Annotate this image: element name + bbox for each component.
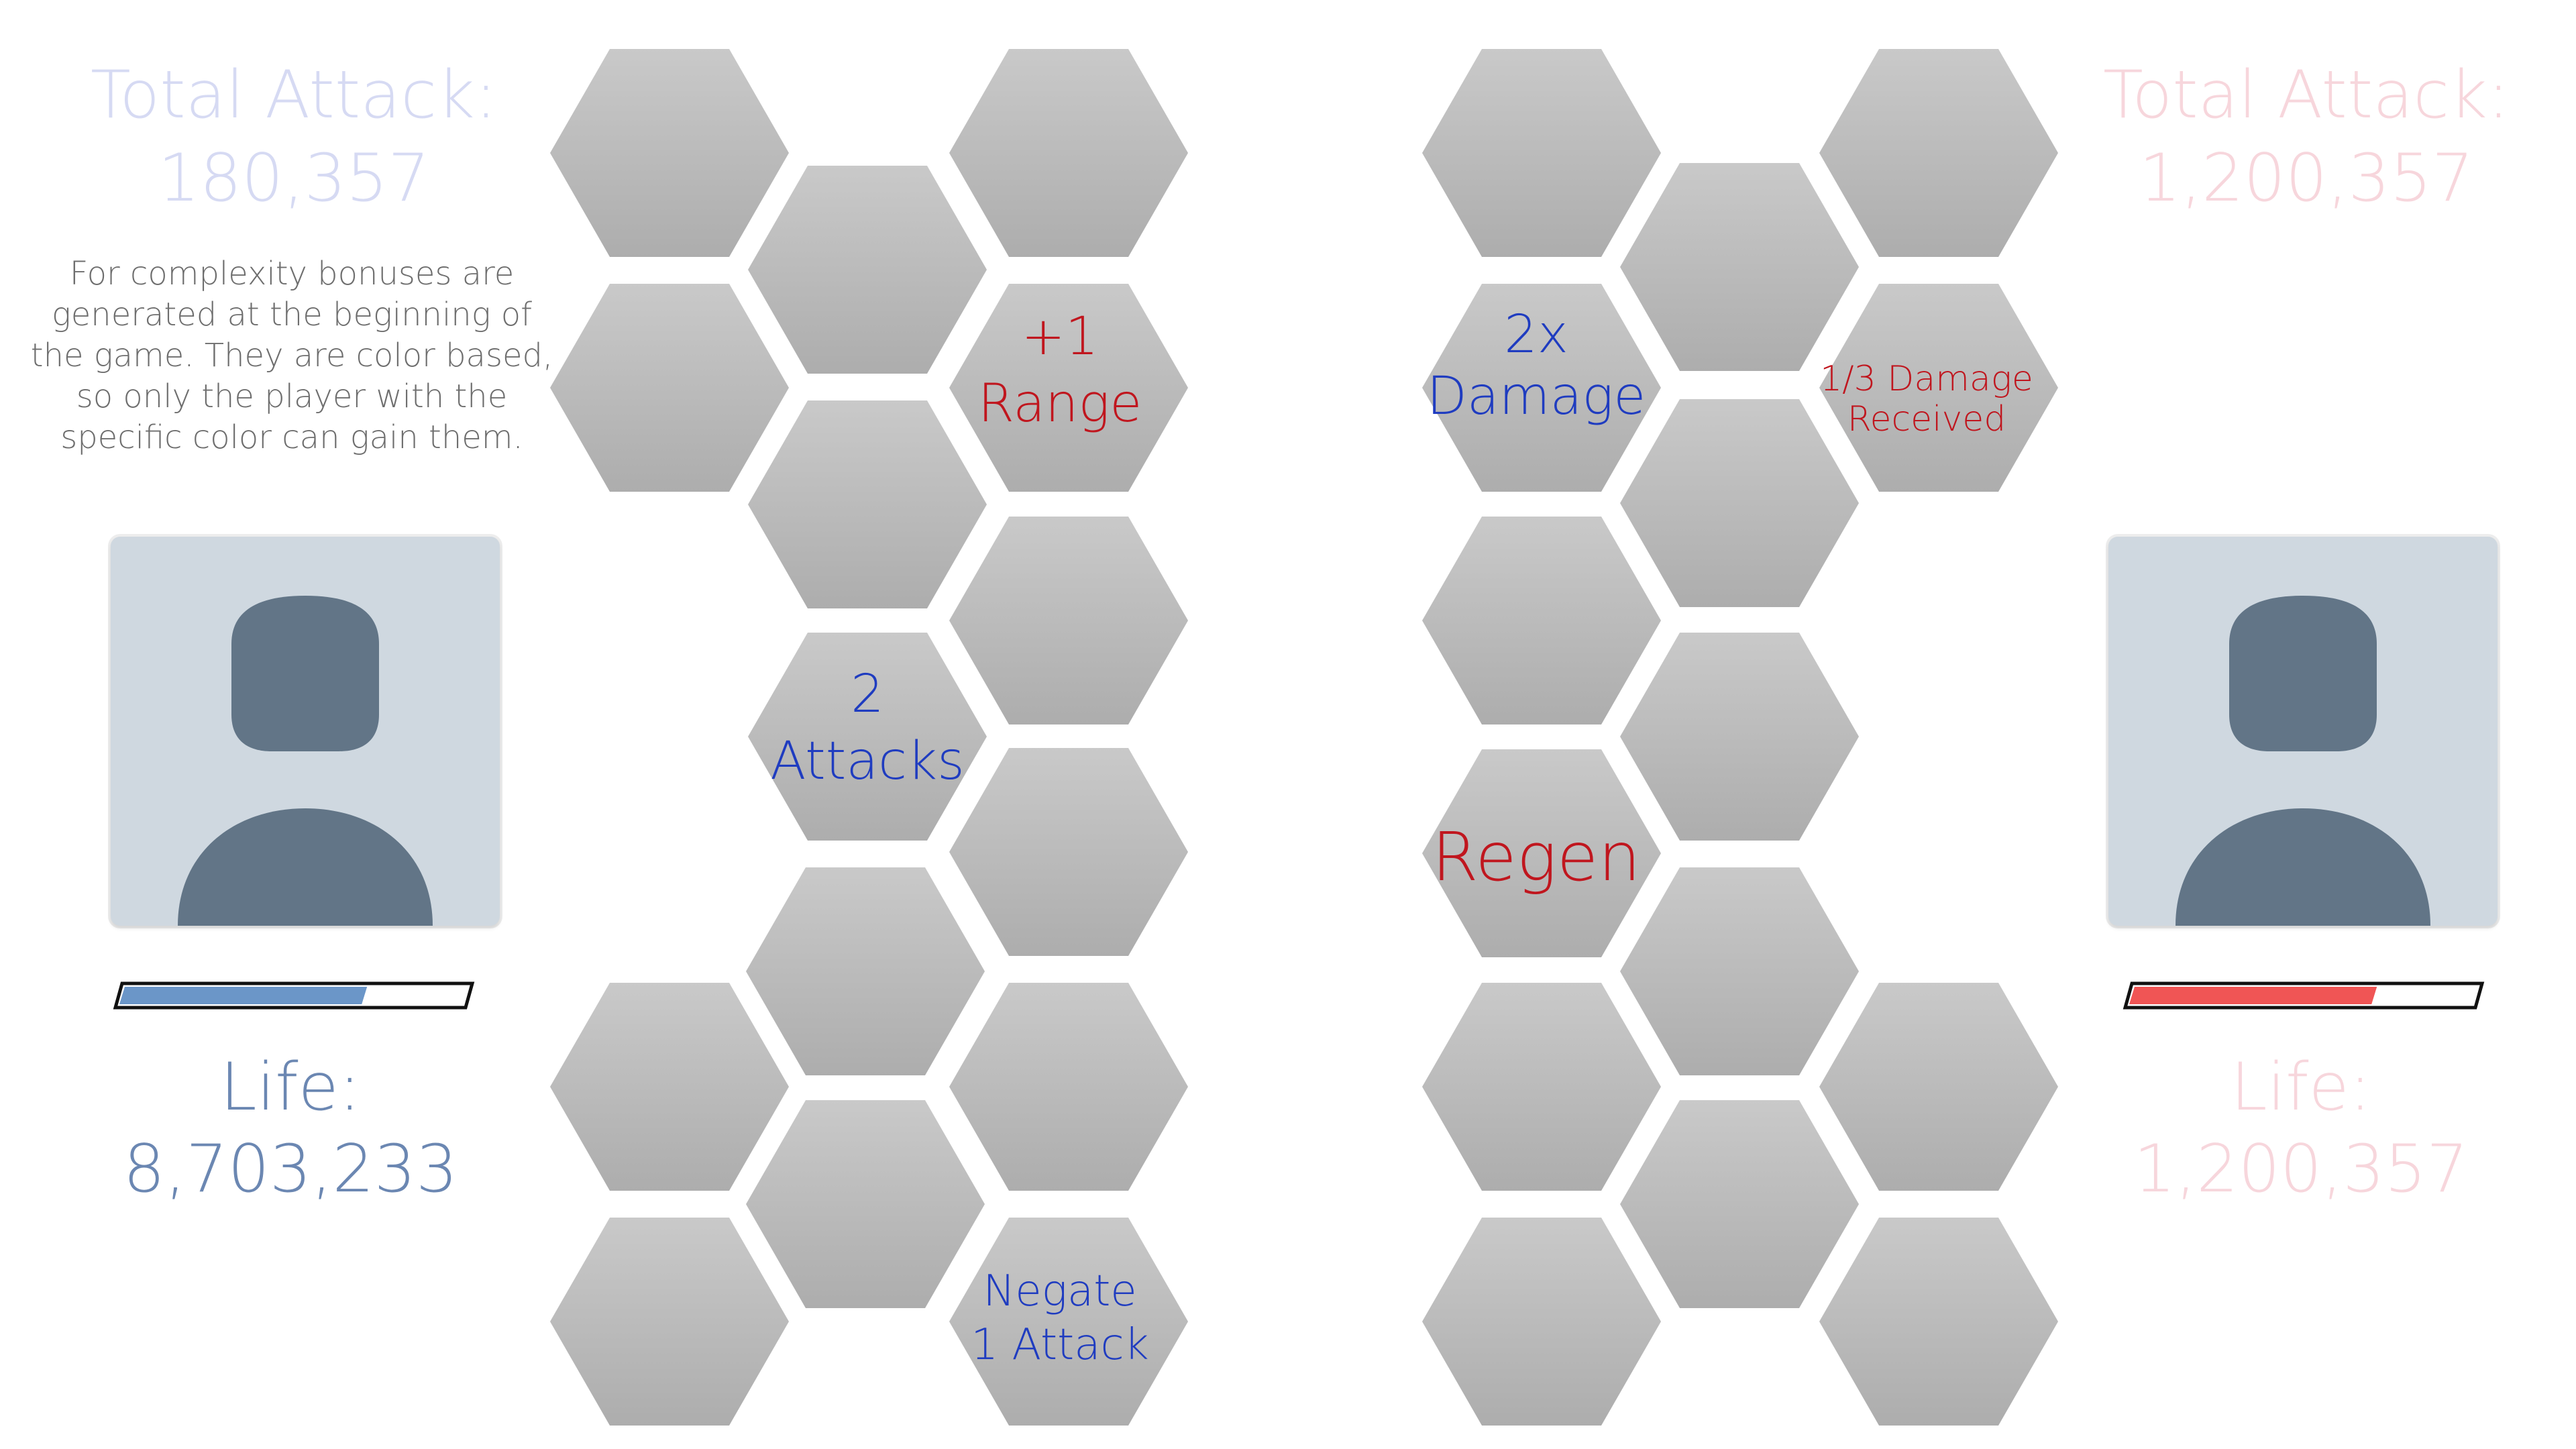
player1-life: Life: 8,703,233	[76, 1046, 505, 1210]
hex-tile-left-9[interactable]	[949, 748, 1188, 956]
player2-life-bar	[2123, 981, 2485, 1010]
player1-life-label: Life:	[220, 1049, 361, 1126]
player2-life-label: Life:	[2231, 1049, 2371, 1126]
hex-tile-right-13[interactable]	[1620, 1100, 1859, 1308]
hex-tile-left-5[interactable]	[949, 284, 1188, 492]
hex-tile-left-7[interactable]	[949, 517, 1188, 724]
player2-life: Life: 1,200,357	[2086, 1046, 2516, 1210]
player1-total-attack-label: Total Attack:	[91, 57, 497, 133]
hex-tile-left-12[interactable]	[949, 983, 1188, 1191]
user-silhouette-icon	[2176, 596, 2430, 926]
hex-tile-right-11[interactable]	[1422, 983, 1661, 1191]
bonus-info-note: For complexity bonuses are generated at …	[30, 255, 553, 456]
player2-total-attack: Total Attack: 1,200,357	[2092, 54, 2521, 220]
hex-tile-left-3[interactable]	[748, 166, 987, 374]
bonus-reduce-label: 1/3 Damage Received	[1820, 359, 2033, 439]
hex-tile-right-6[interactable]	[1620, 399, 1859, 607]
hex-tile-left-10[interactable]	[746, 867, 985, 1075]
hex-tile-left-15[interactable]	[949, 1218, 1188, 1426]
bonus-regen-label: Regen	[1432, 818, 1641, 896]
player1-life-value: 8,703,233	[123, 1131, 458, 1208]
player2-total-attack-label: Total Attack:	[2103, 57, 2510, 133]
hex-tile-right-15[interactable]	[1819, 1218, 2058, 1426]
hex-tile-right-5[interactable]	[1819, 284, 2058, 492]
hex-tile-left-14[interactable]	[550, 1218, 789, 1426]
bonus-attacks-label: 2 Attacks	[770, 664, 965, 792]
hex-tile-left-8[interactable]	[748, 633, 987, 841]
hex-tile-left-11[interactable]	[550, 983, 789, 1191]
player2-life-value: 1,200,357	[2133, 1131, 2469, 1208]
hex-tile-left-6[interactable]	[748, 400, 987, 608]
hex-tile-right-4[interactable]	[1422, 284, 1661, 492]
player1-total-attack-value: 180,357	[158, 140, 430, 217]
hex-tile-right-2[interactable]	[1819, 49, 2058, 257]
user-silhouette-icon	[178, 596, 433, 926]
hex-tile-right-1[interactable]	[1422, 49, 1661, 257]
hex-tile-right-12[interactable]	[1819, 983, 2058, 1191]
hex-tile-left-1[interactable]	[550, 49, 789, 257]
bonus-range-label: +1 Range	[977, 307, 1142, 434]
hex-tile-right-10[interactable]	[1620, 867, 1859, 1075]
hex-tile-left-4[interactable]	[550, 284, 789, 492]
hex-tile-right-9[interactable]	[1422, 749, 1661, 957]
player2-avatar	[2108, 537, 2498, 926]
bonus-damage-label: 2x Damage	[1426, 305, 1646, 427]
hex-tile-left-13[interactable]	[746, 1100, 985, 1308]
player1-total-attack: Total Attack: 180,357	[79, 54, 508, 220]
bonus-negate-label: Negate 1 Attack	[971, 1267, 1149, 1370]
hex-tile-left-2[interactable]	[949, 49, 1188, 257]
player1-avatar	[111, 537, 500, 926]
hex-tile-right-8[interactable]	[1620, 633, 1859, 841]
hex-tile-right-3[interactable]	[1620, 163, 1859, 371]
player1-life-bar	[113, 981, 475, 1010]
hex-tile-right-14[interactable]	[1422, 1218, 1661, 1426]
hex-tile-right-7[interactable]	[1422, 517, 1661, 724]
player2-total-attack-value: 1,200,357	[2139, 140, 2474, 217]
